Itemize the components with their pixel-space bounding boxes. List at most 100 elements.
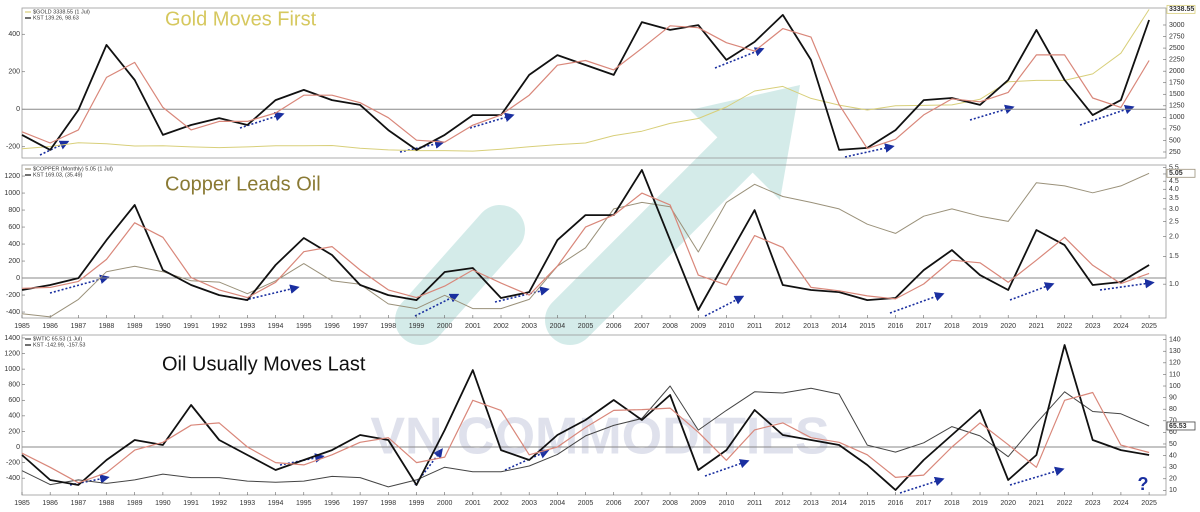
- x-tick-label: 1994: [268, 323, 284, 330]
- x-tick-label: 1991: [183, 500, 199, 507]
- y2-tick-label: 70: [1169, 418, 1177, 425]
- watermark: VN COMMODITIES: [370, 408, 829, 466]
- x-tick-label: 1998: [381, 323, 397, 330]
- x-tick-label: 2001: [465, 323, 481, 330]
- annotation: ?: [1138, 474, 1149, 494]
- x-tick-label: 1985: [14, 500, 30, 507]
- trend-arrows: [39, 47, 1155, 494]
- x-tick-label: 2000: [437, 500, 453, 507]
- y2-tick-label: 40: [1169, 452, 1177, 459]
- panel-frame: [21, 334, 1167, 496]
- y-tick-label: 800: [8, 207, 20, 214]
- y-tick-label: 200: [8, 69, 20, 76]
- x-tick-label: 2017: [916, 500, 932, 507]
- y-tick-label: 0: [16, 275, 20, 282]
- x-tick-label: 2007: [634, 323, 650, 330]
- series-line: [21, 385, 1150, 488]
- x-tick-label: 2024: [1113, 323, 1129, 330]
- y2-tick-label: 4.0: [1169, 186, 1179, 193]
- x-tick-label: 1989: [127, 323, 143, 330]
- x-tick-label: 1997: [352, 323, 368, 330]
- y2-tick-label: 1.5: [1169, 253, 1179, 260]
- x-tick-label: 2021: [1029, 500, 1045, 507]
- y2-tick-label: 10: [1169, 487, 1177, 494]
- y2-tick-label: 80: [1169, 406, 1177, 413]
- y2-tick-label: 3.0: [1169, 206, 1179, 213]
- x-tick-label: 2023: [1085, 323, 1101, 330]
- x-tick-label: 2000: [437, 323, 453, 330]
- y-tick-label: 1000: [4, 366, 20, 373]
- y2-tick-label: 3.5: [1169, 195, 1179, 202]
- x-tick-label: 2012: [775, 323, 791, 330]
- x-tick-label: 1987: [71, 500, 87, 507]
- x-tick-label: 1998: [381, 500, 397, 507]
- x-tick-label: 2003: [521, 323, 537, 330]
- panel-frame: [21, 164, 1167, 319]
- x-tick-label: 2025: [1141, 323, 1157, 330]
- x-tick-label: 2001: [465, 500, 481, 507]
- x-tick-label: 2011: [747, 500, 762, 507]
- x-tick-label: 2020: [1000, 500, 1016, 507]
- x-tick-label: 2019: [972, 323, 988, 330]
- x-tick-label: 1991: [183, 323, 199, 330]
- logo: [395, 85, 800, 345]
- y-tick-label: -200: [6, 144, 20, 151]
- y2-tick-label: 2750: [1169, 33, 1185, 40]
- series-line: [21, 169, 1150, 311]
- y-tick-label: -400: [6, 475, 20, 482]
- y-tick-label: 0: [16, 106, 20, 113]
- x-tick-label: 2024: [1113, 500, 1129, 507]
- y-tick-label: 400: [8, 413, 20, 420]
- series-line: [21, 192, 1150, 300]
- y-tick-label: -200: [6, 292, 20, 299]
- x-tick-label: 2018: [944, 500, 960, 507]
- x-tick-label: 2025: [1141, 500, 1157, 507]
- x-tick-label: 2008: [662, 500, 678, 507]
- y-tick-label: 400: [8, 241, 20, 248]
- y2-tick-label: 120: [1169, 360, 1181, 367]
- legend-label: $COPPER (Monthly) 5.05 (1 Jul): [33, 166, 113, 172]
- x-tick-label: 2023: [1085, 500, 1101, 507]
- panel-title: Gold Moves First: [165, 8, 317, 30]
- series-line: [21, 9, 1150, 152]
- x-tick-label: 1990: [155, 323, 171, 330]
- y2-tick-label: 2250: [1169, 56, 1185, 63]
- series-line: [21, 25, 1150, 150]
- y2-tick-label: 2000: [1169, 68, 1185, 75]
- x-tick-label: 2015: [860, 500, 876, 507]
- legend-label: KST 169.03, (35.49): [33, 172, 83, 178]
- x-tick-label: 2005: [578, 500, 594, 507]
- y2-tick-label: 1250: [1169, 103, 1185, 110]
- y2-tick-label: 1750: [1169, 80, 1185, 87]
- x-tick-label: 1999: [409, 323, 425, 330]
- y-tick-label: 600: [8, 397, 20, 404]
- x-tick-label: 2010: [719, 323, 735, 330]
- y-tick-label: 0: [16, 444, 20, 451]
- x-tick-label: 1988: [99, 500, 115, 507]
- x-tick-label: 2004: [550, 323, 566, 330]
- x-tick-label: 1994: [268, 500, 284, 507]
- y2-tick-label: 1000: [1169, 114, 1185, 121]
- x-tick-label: 2012: [775, 500, 791, 507]
- y-tick-label: 200: [8, 258, 20, 265]
- y2-tick-label: 2.0: [1169, 234, 1179, 241]
- last-value-flag: [1166, 421, 1196, 431]
- y-tick-label: 800: [8, 382, 20, 389]
- x-tick-label: 2020: [1000, 323, 1016, 330]
- x-tick-label: 1996: [324, 500, 340, 507]
- x-tick-label: 2014: [831, 323, 847, 330]
- x-tick-label: 2016: [888, 323, 904, 330]
- y2-tick-label: 500: [1169, 137, 1181, 144]
- y2-tick-label: 140: [1169, 336, 1181, 343]
- x-tick-label: 2013: [803, 500, 819, 507]
- last-value-flag: [1166, 4, 1196, 14]
- y-tick-label: 600: [8, 224, 20, 231]
- x-tick-label: 2017: [916, 323, 932, 330]
- x-tick-label: 1993: [240, 500, 256, 507]
- x-tick-label: 2004: [550, 500, 566, 507]
- series-line: [21, 344, 1150, 491]
- y2-tick-label: 20: [1169, 476, 1177, 483]
- x-tick-label: 2014: [831, 500, 847, 507]
